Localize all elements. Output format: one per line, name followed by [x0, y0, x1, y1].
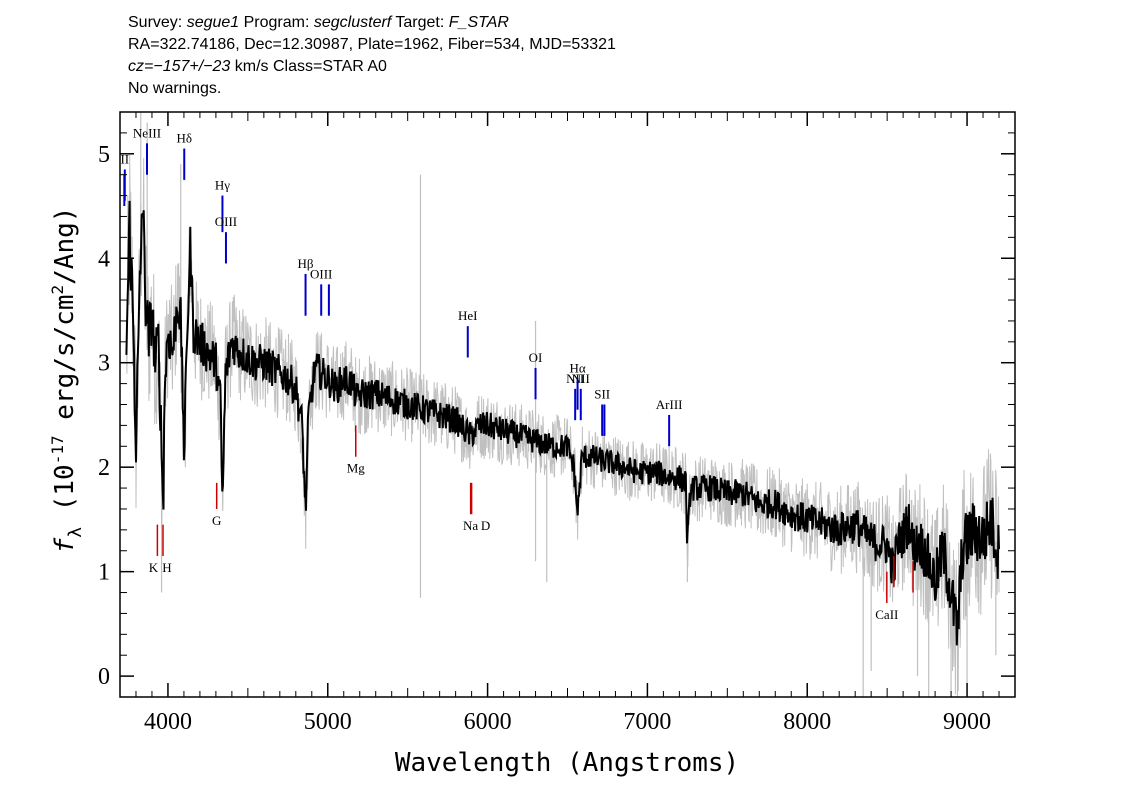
flux-series: [125, 195, 1000, 646]
emission-line-label: Hα: [569, 360, 585, 375]
header-line-2: RA=322.74186, Dec=12.30987, Plate=1962, …: [128, 36, 616, 53]
spectrum-header: Survey: segue1 Program: segclusterf Targ…: [128, 12, 616, 100]
y-tick-label: 4: [98, 246, 110, 272]
header-line-1-part-1: segue1: [186, 14, 240, 31]
emission-line-label: Hδ: [176, 131, 192, 146]
y-tick-label: 5: [98, 142, 110, 168]
y-tick-label: 0: [98, 664, 110, 690]
emission-line-label: SII: [594, 387, 610, 402]
header-line-4: No warnings.: [128, 80, 222, 97]
absorption-line-label: K: [149, 560, 159, 575]
header-line-1-part-4: Target:: [391, 14, 449, 31]
header-line-1-part-5: F_STAR: [448, 14, 509, 31]
noise-band: [125, 112, 1000, 697]
emission-line-label: ArIII: [656, 397, 683, 412]
emission-line-label: Hγ: [215, 178, 230, 193]
noise-trace: [125, 154, 1000, 695]
header-line-1-part-2: Program:: [239, 14, 314, 31]
absorption-line-label: Na: [463, 518, 478, 533]
header-line-3-part-1: −157+/−23: [153, 58, 231, 75]
y-axis-title-part: 2: [48, 285, 67, 295]
emission-line-label: OIII: [215, 214, 237, 229]
x-tick-label: 8000: [783, 709, 831, 735]
header-line-1: Survey: segue1 Program: segclusterf Targ…: [128, 12, 616, 34]
y-axis-title-part: f: [50, 537, 80, 553]
y-axis-title-part: (10: [50, 464, 80, 527]
x-tick-label: 6000: [464, 709, 512, 735]
x-axis-title: Wavelength (Angstroms): [395, 748, 739, 778]
header-line-1-part-0: Survey:: [128, 14, 187, 31]
axis-ticks: 4000 5000 6000 7000 8000 9000 0 1 2 3 4 5: [98, 112, 1015, 735]
absorption-line-label: G: [212, 513, 221, 528]
x-tick-label: 7000: [623, 709, 671, 735]
emission-line-label: OIII: [310, 266, 332, 281]
absorption-line-label: CaII: [875, 607, 898, 622]
emission-line-label: HeI: [458, 308, 478, 323]
y-axis-title-part: erg/s/cm: [50, 295, 80, 436]
emission-line-label: Hβ: [298, 256, 314, 271]
header-line-1-part-3: segclusterf: [313, 14, 392, 31]
flux-trace: [125, 200, 1000, 646]
emission-line-label: NeIII: [133, 125, 161, 140]
y-axis-title-part: /Ang): [50, 207, 80, 285]
header-line-3-part-2: km/s Class=STAR A0: [230, 58, 387, 75]
y-axis-title: fλ (10-17 erg/s/cm2/Ang): [48, 207, 86, 554]
y-tick-label: 2: [98, 455, 110, 481]
absorption-line-label: Mg: [347, 461, 366, 476]
emission-line-label: OI: [529, 350, 543, 365]
header-line-3-part-0: cz=: [128, 58, 154, 75]
header-line-3: cz=−157+/−23 km/s Class=STAR A0: [128, 56, 616, 78]
y-axis-title-part: λ: [65, 527, 86, 538]
emission-line-label: NII: [566, 371, 584, 386]
emission-line-label: II: [120, 151, 129, 166]
y-tick-label: 3: [98, 351, 110, 377]
y-tick-label: 1: [98, 560, 110, 586]
emission-line-label: NII: [572, 371, 590, 386]
y-axis-title-part: -17: [48, 435, 67, 464]
x-tick-label: 4000: [144, 709, 192, 735]
absorption-line-label: H: [162, 560, 171, 575]
x-tick-label: 9000: [943, 709, 991, 735]
absorption-line-label: D: [481, 518, 490, 533]
x-tick-label: 5000: [304, 709, 352, 735]
